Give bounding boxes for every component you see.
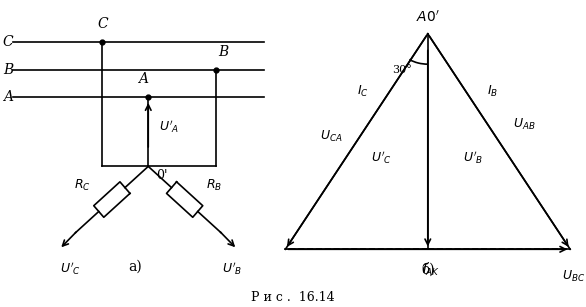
Text: Р и с .  16.14: Р и с . 16.14 bbox=[251, 291, 335, 304]
Text: A: A bbox=[138, 72, 148, 86]
Text: б): б) bbox=[421, 262, 435, 277]
Text: $U_{AB}$: $U_{AB}$ bbox=[513, 117, 536, 133]
Text: $U'_A$: $U'_A$ bbox=[159, 118, 179, 135]
Text: $R_C$: $R_C$ bbox=[74, 178, 91, 193]
Text: $R_B$: $R_B$ bbox=[206, 178, 222, 193]
Text: $U'_C$: $U'_C$ bbox=[60, 260, 80, 277]
Text: а): а) bbox=[128, 260, 142, 274]
Text: $I_C$: $I_C$ bbox=[357, 84, 369, 99]
Text: 30°: 30° bbox=[393, 65, 413, 75]
Text: C: C bbox=[97, 17, 108, 31]
Text: C: C bbox=[3, 35, 13, 49]
Text: $U_{BC}$: $U_{BC}$ bbox=[562, 269, 585, 284]
Text: $A0'$: $A0'$ bbox=[416, 10, 440, 25]
Text: B: B bbox=[3, 63, 13, 77]
Text: $U'_C$: $U'_C$ bbox=[372, 150, 393, 166]
Text: $U'_B$: $U'_B$ bbox=[222, 260, 242, 277]
Text: A: A bbox=[3, 90, 13, 104]
Text: $I_{AK}$: $I_{AK}$ bbox=[422, 263, 440, 278]
Text: B: B bbox=[219, 45, 229, 59]
Text: $I_B$: $I_B$ bbox=[488, 84, 499, 99]
Text: $U_{CA}$: $U_{CA}$ bbox=[320, 128, 343, 144]
Text: $U'_B$: $U'_B$ bbox=[464, 150, 484, 166]
Text: 0': 0' bbox=[156, 169, 168, 182]
